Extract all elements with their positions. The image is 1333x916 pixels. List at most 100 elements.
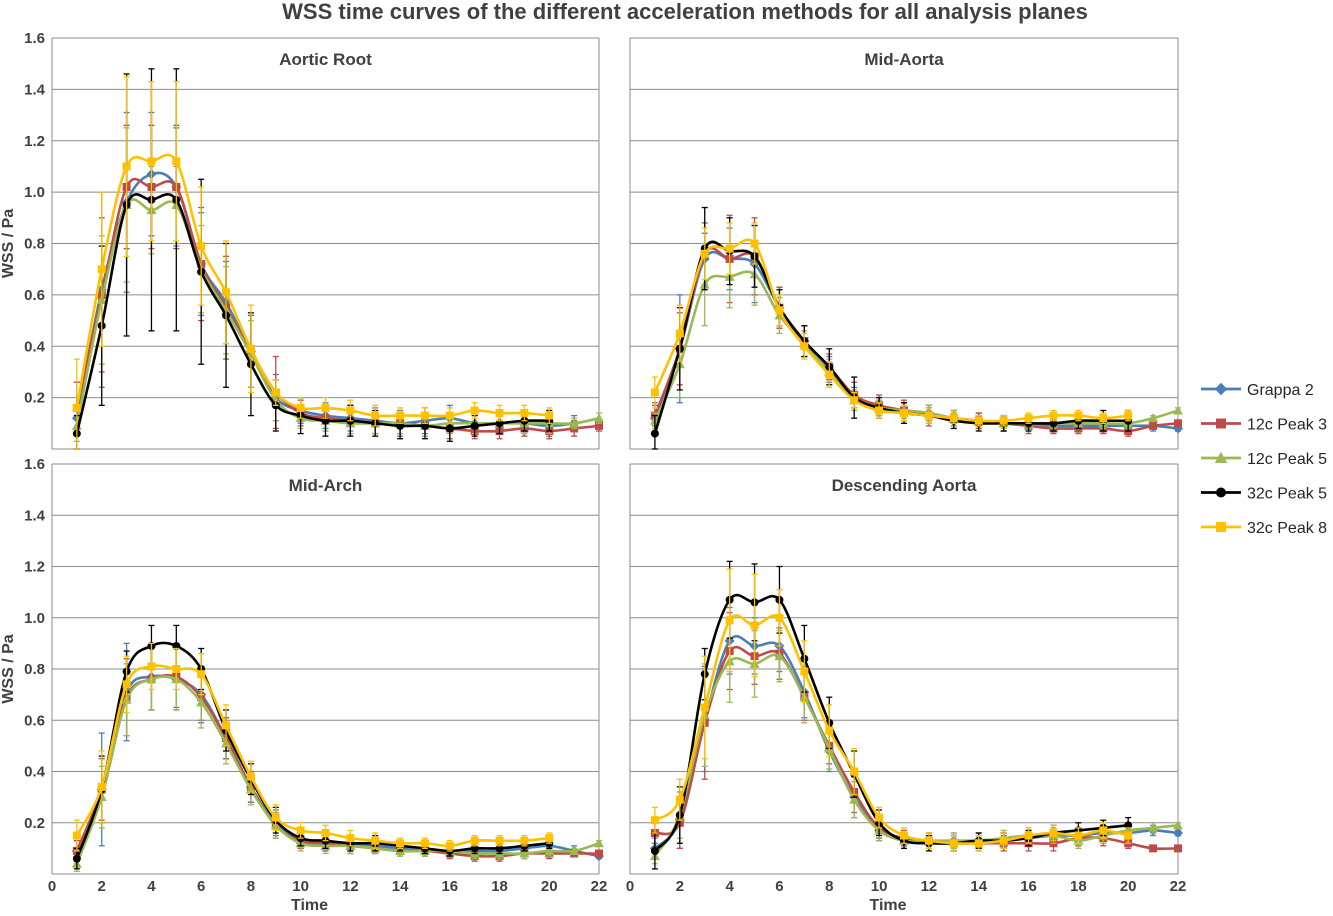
y-tick-label: 1.0 (24, 610, 45, 627)
data-point (650, 816, 659, 825)
x-tick-label: 12 (921, 878, 938, 895)
x-tick-label: 0 (48, 878, 56, 895)
x-tick-label: 18 (1070, 878, 1087, 895)
data-point (800, 342, 809, 351)
x-tick-label: 6 (775, 878, 783, 895)
data-point (1024, 414, 1033, 423)
data-point (1049, 411, 1058, 420)
data-point (675, 329, 684, 338)
data-point (1074, 831, 1083, 840)
panel-title: Mid-Arch (289, 476, 363, 495)
legend-label: Grappa 2 (1247, 382, 1314, 399)
legend-marker (1216, 522, 1226, 532)
series (650, 222, 1133, 427)
data-point (197, 242, 206, 251)
legend-marker (1214, 382, 1228, 396)
data-point (775, 306, 784, 315)
data-point (172, 665, 181, 673)
x-tick-label: 14 (970, 878, 987, 895)
data-point (72, 831, 81, 840)
data-point (650, 429, 659, 438)
y-tick-label: 0.8 (24, 236, 45, 253)
data-point (420, 839, 429, 848)
data-point (97, 782, 106, 791)
y-tick-label: 1.4 (24, 507, 46, 524)
data-point (72, 854, 81, 863)
x-tick-label: 20 (1120, 878, 1137, 895)
data-point (800, 667, 809, 676)
data-point (445, 411, 454, 420)
data-point (875, 813, 884, 822)
data-point (246, 344, 255, 353)
data-point (1174, 419, 1182, 428)
data-point (495, 409, 504, 418)
data-point (1174, 844, 1182, 853)
data-point (999, 416, 1008, 425)
data-point (519, 848, 530, 858)
data-point (196, 697, 207, 707)
chart-title: WSS time curves of the different acceler… (282, 0, 1088, 24)
data-point (1173, 820, 1183, 830)
data-point (595, 421, 603, 430)
x-tick-label: 4 (147, 878, 156, 895)
x-tick-label: 2 (676, 878, 684, 895)
series (650, 611, 1182, 853)
series-line (75, 664, 550, 848)
data-point (569, 845, 580, 855)
data-point (271, 813, 280, 822)
series-line (653, 593, 1129, 852)
legend-label: 32c Peak 8 (1247, 520, 1327, 537)
data-point (470, 406, 479, 415)
data-point (594, 413, 604, 423)
data-point (1049, 829, 1058, 837)
data-point (520, 836, 529, 845)
data-point (569, 418, 580, 428)
legend-label: 32c Peak 5 (1247, 486, 1327, 503)
y-tick-label: 1.0 (24, 184, 45, 201)
y-tick-label: 0.2 (24, 390, 45, 407)
y-tick-label: 1.4 (24, 81, 46, 98)
legend-item: 12c Peak 5 (1201, 451, 1327, 468)
x-tick-label: 10 (292, 878, 309, 895)
series-line (75, 674, 600, 858)
data-point (544, 845, 555, 855)
data-point (445, 424, 454, 433)
series-line (654, 645, 1179, 851)
data-point (1173, 828, 1183, 838)
data-point (1099, 414, 1108, 423)
data-point (545, 834, 554, 843)
x-axis-label: Time (291, 897, 328, 914)
series (650, 568, 1133, 852)
data-point (371, 411, 380, 420)
data-point (750, 239, 759, 248)
data-point (974, 839, 983, 848)
x-tick-label: 16 (1020, 878, 1037, 895)
data-point (1173, 405, 1183, 415)
data-point (321, 829, 330, 837)
data-point (420, 411, 429, 420)
data-point (850, 767, 859, 776)
x-tick-label: 16 (441, 878, 458, 895)
data-point (520, 409, 529, 418)
y-axis-label: WSS / Pa (0, 209, 17, 278)
data-point (222, 288, 231, 297)
data-point (849, 794, 860, 804)
panel-title: Mid-Aorta (864, 50, 944, 69)
data-point (924, 411, 933, 420)
panel: Mid-Arch 0.2 0.4 0.6 0.8 1.0 1.2 1.4 1.6 WSS / Pa… (0, 456, 607, 914)
panel-title: Descending Aorta (832, 476, 977, 495)
data-point (974, 416, 983, 425)
data-point (321, 403, 330, 412)
data-point (700, 703, 709, 712)
data-point (1148, 413, 1159, 423)
data-point (1148, 822, 1159, 832)
data-point (949, 414, 958, 423)
series-line (653, 250, 1179, 430)
data-point (999, 836, 1008, 845)
panel-title: Aortic Root (279, 50, 372, 69)
data-point (470, 836, 479, 845)
data-point (700, 249, 709, 258)
legend-label: 12c Peak 3 (1247, 417, 1327, 434)
data-point (850, 396, 859, 405)
x-axis-label: Time (869, 897, 906, 914)
